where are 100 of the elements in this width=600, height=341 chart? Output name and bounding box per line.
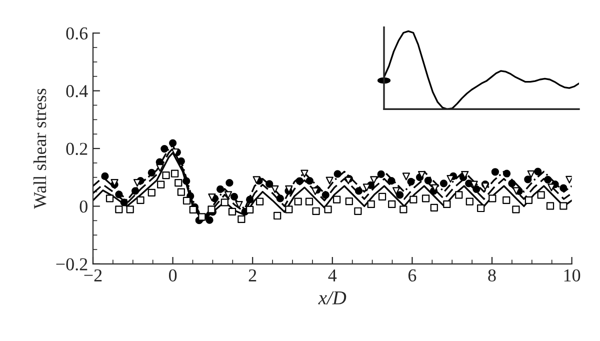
point (246, 206, 254, 214)
point (115, 190, 123, 198)
point (508, 180, 516, 188)
point (566, 176, 572, 184)
point (271, 185, 279, 194)
point (332, 196, 341, 204)
point (396, 191, 404, 199)
point (276, 194, 284, 202)
point (285, 206, 293, 214)
point (220, 198, 228, 206)
point (455, 191, 463, 199)
point (156, 164, 164, 172)
point (300, 170, 308, 178)
y-tick-label: −0.2 (56, 258, 88, 270)
point (306, 177, 314, 185)
point (326, 176, 334, 184)
point (170, 170, 179, 178)
point (377, 170, 385, 178)
point (256, 198, 264, 206)
point (160, 144, 168, 153)
x-axis-title: x/D (318, 291, 346, 304)
point (126, 206, 134, 214)
point (208, 193, 216, 202)
point (488, 194, 496, 202)
point (430, 204, 438, 212)
y-tick-label: 0.4 (66, 85, 88, 98)
point (345, 198, 353, 206)
point (131, 187, 140, 195)
point (208, 206, 216, 214)
x-tick-label: 10 (564, 269, 580, 282)
point (334, 170, 342, 178)
point (182, 196, 191, 205)
point (472, 185, 480, 194)
point (226, 179, 234, 187)
point (367, 200, 375, 208)
point (294, 198, 302, 206)
point (136, 196, 144, 204)
point (560, 184, 568, 192)
point (402, 172, 410, 180)
point (182, 177, 190, 185)
x-tick-label: −2 (84, 269, 102, 282)
point (246, 196, 254, 204)
point (106, 194, 114, 202)
point (354, 187, 363, 195)
point (228, 208, 236, 216)
point (198, 213, 206, 221)
point (235, 200, 243, 209)
point (424, 176, 432, 184)
point (378, 192, 386, 201)
point (206, 216, 214, 224)
point (148, 188, 156, 196)
point (410, 196, 418, 204)
point (252, 176, 260, 184)
y-tick-label: 0 (80, 200, 88, 213)
point (157, 180, 165, 188)
point (502, 196, 510, 204)
point (422, 194, 430, 202)
point (120, 198, 128, 206)
point (388, 177, 396, 185)
point (537, 191, 545, 199)
point (512, 206, 520, 214)
point (524, 196, 533, 204)
x-tick-label: 2 (248, 269, 256, 282)
point (162, 172, 170, 180)
point (546, 202, 554, 210)
point (544, 176, 552, 184)
point (392, 187, 400, 195)
point (443, 200, 451, 208)
point (177, 188, 185, 196)
point (274, 212, 282, 220)
point (296, 177, 304, 185)
point (305, 198, 314, 206)
point (324, 206, 332, 214)
point (148, 168, 156, 177)
point (266, 180, 274, 188)
point (560, 202, 568, 210)
point (101, 172, 109, 180)
point (534, 168, 542, 176)
point (354, 207, 362, 215)
point (502, 170, 511, 178)
point (238, 215, 246, 224)
y-tick-label: 0.2 (66, 142, 88, 156)
point (115, 206, 123, 214)
point (174, 179, 182, 187)
point (224, 191, 232, 199)
point (477, 204, 485, 212)
point (400, 206, 408, 214)
point (177, 157, 185, 166)
point (466, 198, 474, 206)
x-tick-label: 6 (408, 269, 416, 282)
point (407, 178, 415, 186)
point (370, 176, 378, 184)
x-tick-label: 0 (168, 269, 177, 282)
point (216, 185, 224, 194)
x-tick-label: 8 (488, 269, 496, 282)
point (322, 191, 330, 199)
point (230, 192, 238, 201)
y-axis-title: Wall shear stress (33, 88, 46, 209)
point (491, 168, 500, 176)
point (168, 139, 177, 147)
